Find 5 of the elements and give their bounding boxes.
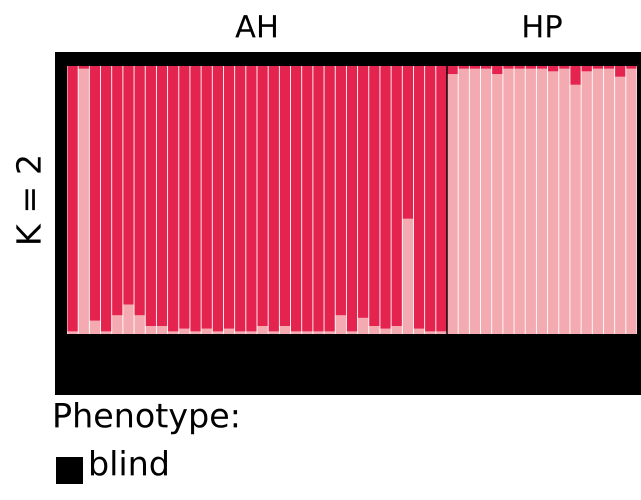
y-axis-title: K = 2 <box>16 157 41 243</box>
text: Phenotype: <box>55 402 238 434</box>
text: blind <box>91 450 167 476</box>
text: HP <box>524 15 562 38</box>
text: AH <box>235 15 276 38</box>
